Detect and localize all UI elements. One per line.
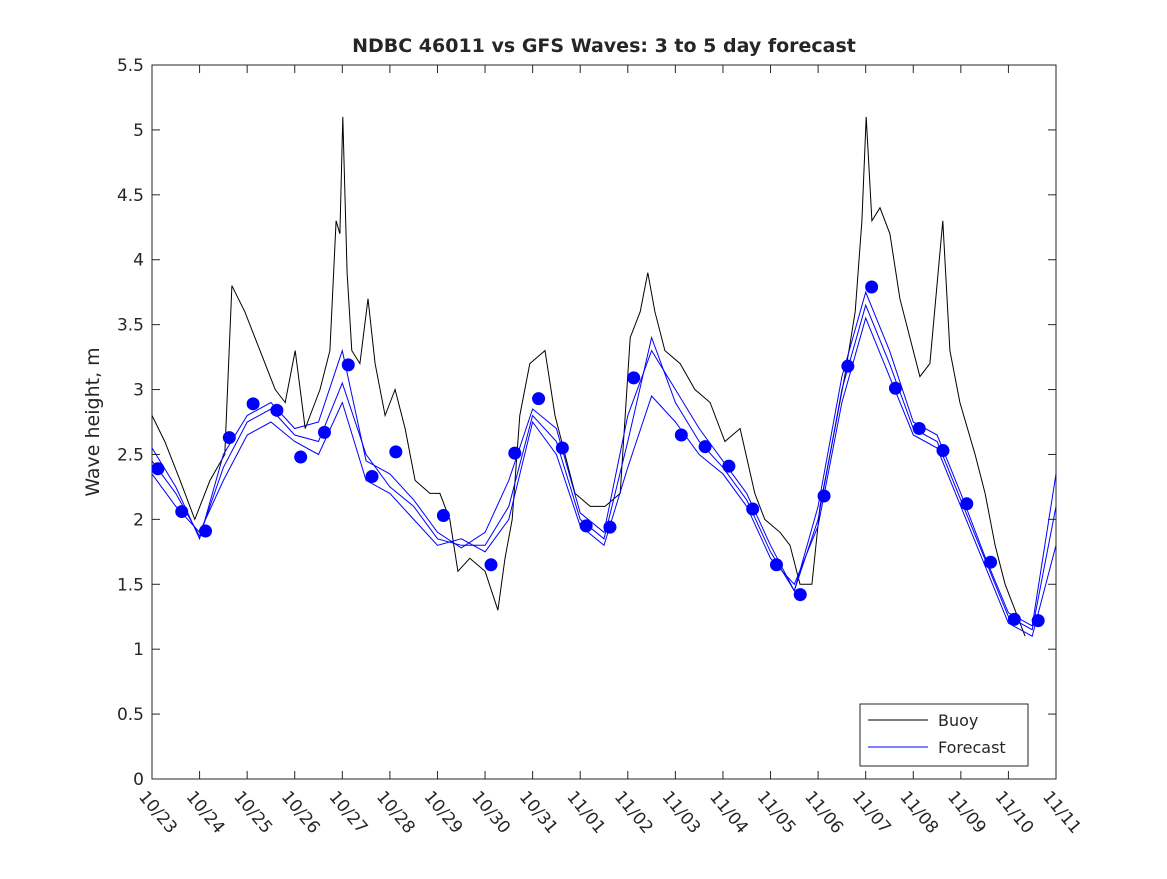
forecast-point [151,462,165,476]
forecast-line-1 [151,316,1057,637]
forecast-point [365,470,379,484]
forecast-point [555,441,569,455]
y-tick-label: 4 [133,251,144,271]
y-tick-label: 0.5 [117,705,144,725]
y-tick-label: 2 [133,510,144,530]
y-tick-label: 5.5 [117,56,144,76]
y-axis-label: Wave height, m [82,347,104,496]
y-tick-label: 3.5 [117,316,144,336]
forecast-point [769,558,783,572]
forecast-point [508,446,522,460]
forecast-point [436,508,450,522]
y-tick-label: 5 [133,121,144,141]
legend-box [859,703,1029,767]
y-tick-label: 0 [133,770,144,790]
plot-series [151,116,1057,637]
plot-area [151,64,1057,780]
forecast-point [222,431,236,445]
forecast-point [793,588,807,602]
forecast-line-2 [151,290,1057,627]
forecast-point [532,392,546,406]
forecast-point [175,505,189,519]
forecast-point [960,497,974,511]
forecast-point [1007,612,1021,626]
y-tick-label: 3 [133,381,144,401]
forecast-point [841,359,855,373]
forecast-point [674,428,688,442]
legend-buoy-label: Buoy [938,711,978,730]
forecast-point [579,519,593,533]
forecast-point [1031,614,1045,628]
forecast-point [984,555,998,569]
forecast-point [389,445,403,459]
forecast-point [936,444,950,458]
forecast-point [698,440,712,454]
forecast-point [912,421,926,435]
forecast-line-0 [151,303,1057,631]
forecast-point [603,520,617,534]
y-tick-label: 1.5 [117,575,144,595]
forecast-point [317,425,331,439]
forecast-point [294,450,308,464]
forecast-point [341,358,355,372]
forecast-point [746,502,760,516]
forecast-point [888,381,902,395]
legend-forecast-label: Forecast [938,738,1006,757]
y-tick-label: 1 [133,640,144,660]
forecast-point [484,558,498,572]
forecast-point [865,280,879,294]
chart-title: NDBC 46011 vs GFS Waves: 3 to 5 day fore… [352,35,856,57]
forecast-point [270,403,284,417]
y-axis: 0 0.5 1 1.5 2 2.5 3 3.5 4 4.5 5 5.5 [117,56,1056,790]
y-tick-label: 2.5 [117,445,144,465]
y-tick-label: 4.5 [117,186,144,206]
forecast-point [627,371,641,385]
forecast-point [722,459,736,473]
legend: Buoy Forecast [859,703,1029,767]
forecast-point [817,489,831,503]
forecast-point [199,524,213,538]
forecast-point [246,397,260,411]
